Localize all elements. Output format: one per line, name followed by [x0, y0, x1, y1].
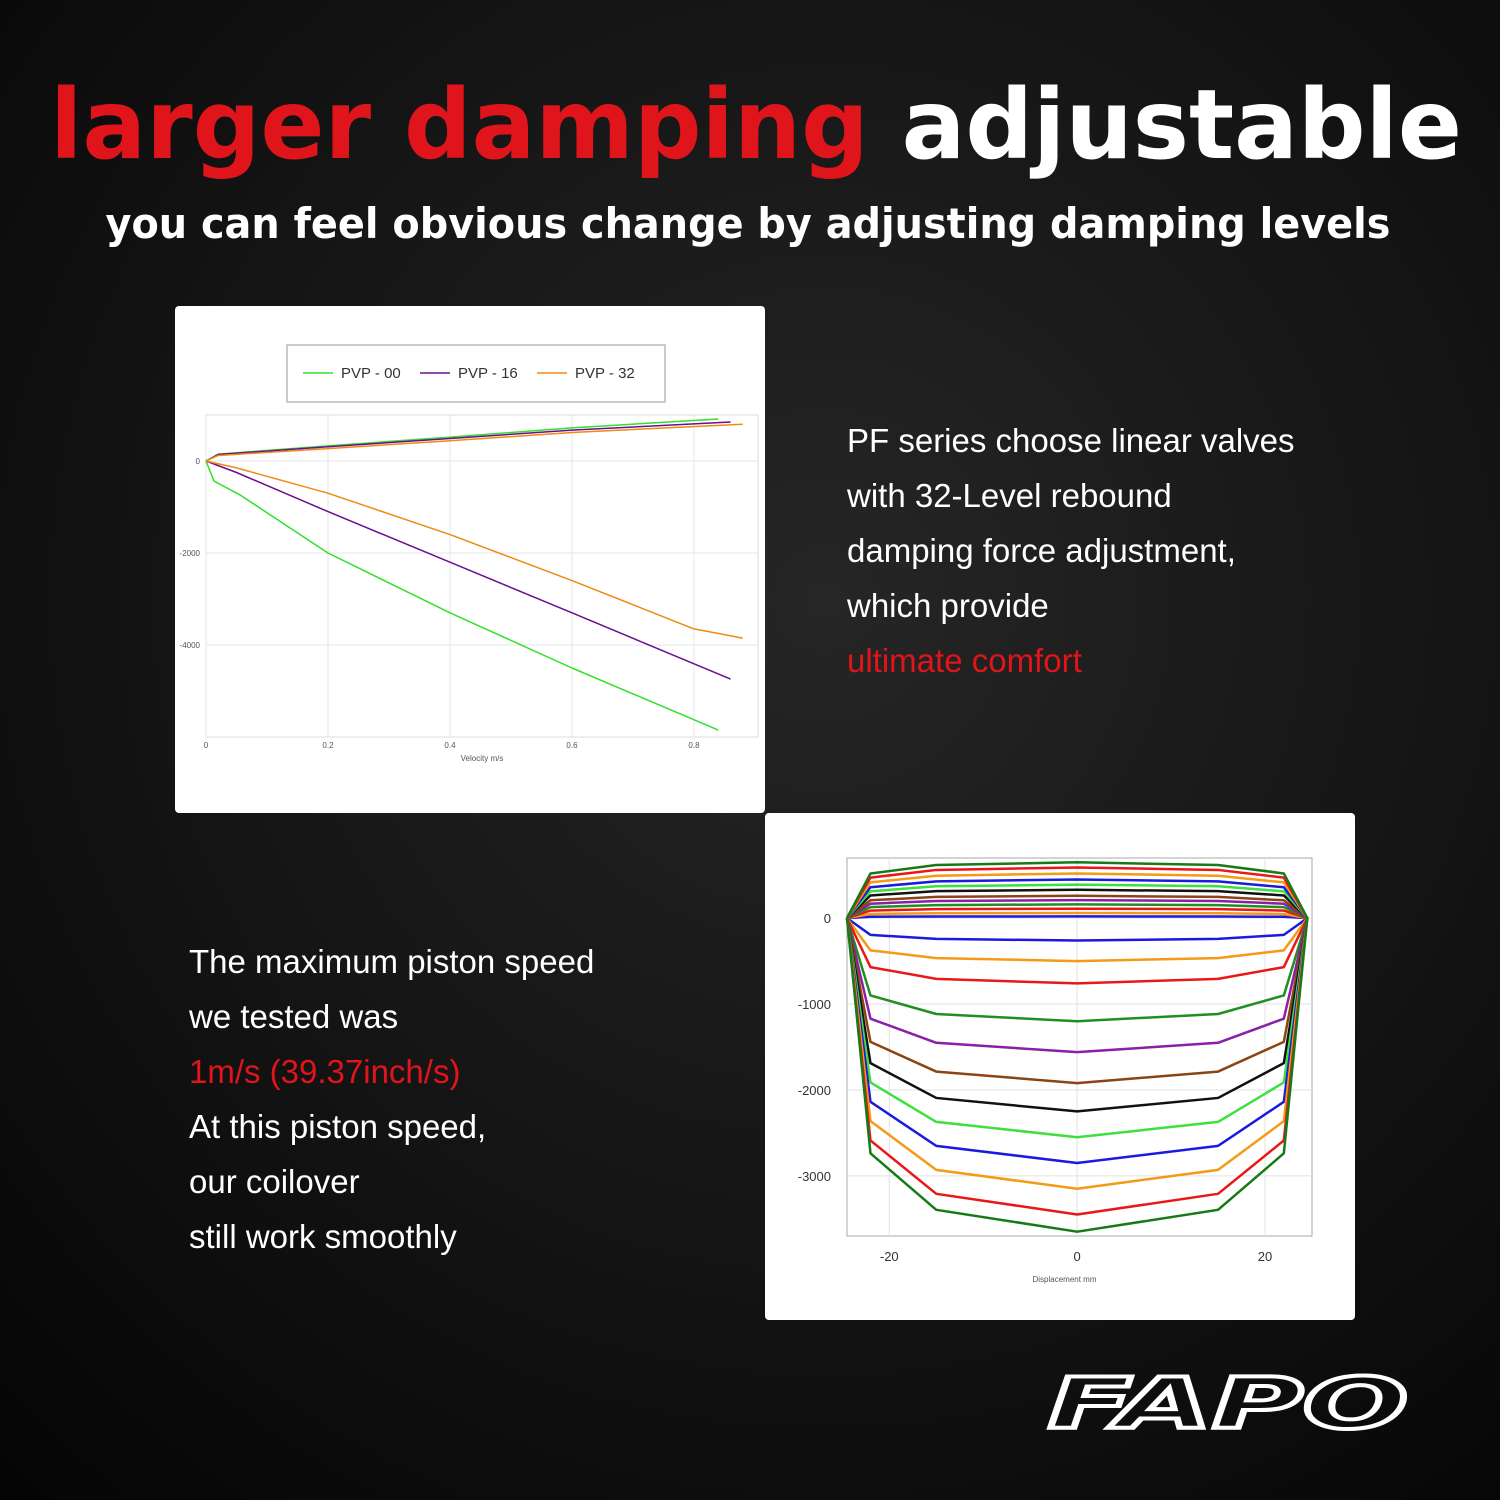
legend-label: PVP - 32	[575, 365, 635, 382]
paragraph-line: our coilover	[189, 1163, 360, 1200]
paragraph-line: which provide	[846, 587, 1049, 624]
chart-card	[175, 306, 765, 813]
paragraph-line: still work smoothly	[189, 1218, 457, 1255]
series-line	[205, 423, 743, 639]
x-tick-label: 0.8	[688, 741, 700, 750]
chart-velocity: 0 -2000 -4000 0 0.2 0.4 0.6 0.8 Velocity m/s PVP …	[180, 344, 759, 763]
headline-white: adjustable	[902, 69, 1462, 181]
y-tick-label: -3000	[798, 1169, 831, 1184]
x-tick-label: 0.2	[322, 741, 334, 750]
x-tick-label: 0.6	[566, 741, 578, 750]
series-line	[845, 861, 1309, 1233]
x-tick-label: 0.4	[444, 741, 456, 750]
text-blocks: PF series choose linear valves with 32-Le…	[188, 422, 1295, 1255]
y-tick-label: -2000	[798, 1083, 831, 1098]
y-tick-label: 0	[824, 911, 831, 926]
highlight-line: 1m/s (39.37inch/s)	[189, 1053, 460, 1090]
x-axis-label: Velocity m/s	[461, 754, 504, 763]
paragraph-line: PF series choose linear valves	[847, 422, 1295, 459]
logo: FAPO	[1048, 1363, 1408, 1445]
headline-red: larger damping	[50, 69, 869, 181]
paragraph-line: damping force adjustment,	[847, 532, 1236, 569]
subtitle: you can feel obvious change by adjusting…	[106, 199, 1391, 248]
x-axis-label: Displacement mm	[1032, 1275, 1096, 1284]
x-tick-label: 0	[204, 741, 209, 750]
x-tick-label: 0	[1074, 1249, 1081, 1264]
highlight-line: ultimate comfort	[847, 642, 1082, 679]
x-tick-label: 20	[1258, 1249, 1272, 1264]
y-tick-label: -4000	[180, 641, 201, 650]
headline: larger damping adjustable	[50, 69, 1462, 181]
y-tick-label: 0	[196, 457, 201, 466]
legend-box	[286, 344, 666, 403]
paragraph-line: we tested was	[188, 998, 398, 1035]
plot-frame	[846, 857, 1313, 1237]
paragraph-line: The maximum piston speed	[189, 943, 594, 980]
chart-displacement: 0 -1000 -2000 -3000 -20 0 20 Displacement mm	[798, 857, 1313, 1284]
y-tick-label: -2000	[180, 549, 201, 558]
x-tick-label: -20	[880, 1249, 899, 1264]
y-tick-label: -1000	[798, 997, 831, 1012]
legend-label: PVP - 00	[341, 365, 401, 382]
legend-label: PVP - 16	[458, 365, 518, 382]
paragraph-line: with 32-Level rebound	[846, 477, 1172, 514]
paragraph-line: At this piston speed,	[189, 1108, 486, 1145]
